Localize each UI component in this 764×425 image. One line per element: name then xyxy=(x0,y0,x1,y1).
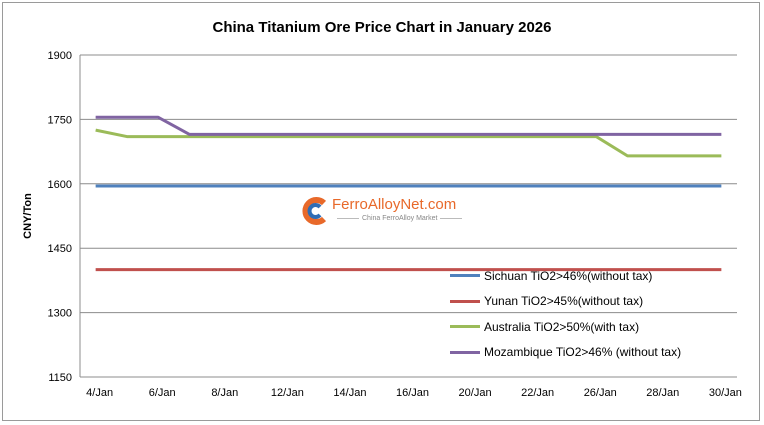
x-tick-label: 6/Jan xyxy=(149,387,176,399)
y-tick-label: 1450 xyxy=(48,243,72,255)
logo-tagline: China FerroAlloy Market xyxy=(334,215,465,222)
ferroalloynet-logo: FerroAlloyNet.com China FerroAlloy Marke… xyxy=(300,194,480,230)
x-tick-label: 22/Jan xyxy=(521,387,554,399)
legend-swatch xyxy=(450,274,480,278)
legend: Sichuan TiO2>46%(without tax) Yunan TiO2>… xyxy=(450,263,681,365)
legend-item: Mozambique TiO2>46% (without tax) xyxy=(450,340,681,366)
legend-label: Yunan TiO2>45%(without tax) xyxy=(484,294,644,309)
x-tick-label: 4/Jan xyxy=(86,387,113,399)
legend-label: Sichuan TiO2>46%(without tax) xyxy=(484,268,653,283)
x-tick-label: 12/Jan xyxy=(271,387,304,399)
y-tick-label: 1900 xyxy=(48,50,72,62)
y-tick-label: 1150 xyxy=(48,372,72,384)
x-tick-label: 28/Jan xyxy=(646,387,679,399)
legend-swatch xyxy=(450,325,480,329)
chart-title: China Titanium Ore Price Chart in Januar… xyxy=(212,19,552,36)
y-tick-label: 1750 xyxy=(48,114,72,126)
x-tick-label: 14/Jan xyxy=(333,387,366,399)
y-tick-label: 1300 xyxy=(48,308,72,320)
chart-frame xyxy=(2,2,760,421)
x-tick-label: 20/Jan xyxy=(459,387,492,399)
legend-item: Sichuan TiO2>46%(without tax) xyxy=(450,263,681,289)
legend-swatch xyxy=(450,350,480,354)
legend-item: Yunan TiO2>45%(without tax) xyxy=(450,289,681,315)
legend-item: Australia TiO2>50%(with tax) xyxy=(450,314,681,340)
x-tick-label: 26/Jan xyxy=(584,387,617,399)
x-tick-label: 8/Jan xyxy=(211,387,238,399)
legend-label: Mozambique TiO2>46% (without tax) xyxy=(484,345,682,360)
legend-label: Australia TiO2>50%(with tax) xyxy=(484,319,640,334)
legend-swatch xyxy=(450,299,480,303)
logo-brand-text: FerroAlloyNet.com xyxy=(332,196,457,213)
y-tick-label: 1600 xyxy=(48,179,72,191)
logo-icon xyxy=(302,197,327,225)
x-tick-label: 16/Jan xyxy=(396,387,429,399)
x-tick-label: 30/Jan xyxy=(709,387,742,399)
